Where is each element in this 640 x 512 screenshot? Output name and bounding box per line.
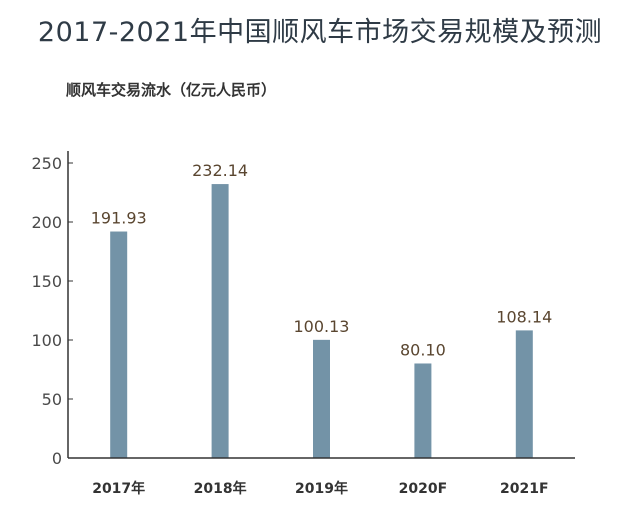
y-tick-label: 150	[31, 272, 62, 291]
bar-series	[110, 184, 533, 458]
y-tick-label: 200	[31, 213, 62, 232]
data-label: 108.14	[496, 307, 552, 326]
y-axis-ticks: 250 200 150 100 50 0	[31, 154, 73, 468]
bar	[515, 330, 533, 458]
bar	[211, 184, 229, 458]
y-tick-label: 250	[31, 154, 62, 173]
data-label: 232.14	[192, 161, 248, 180]
x-category-label: 2018年	[194, 480, 247, 497]
chart-title: 2017-2021年中国顺风车市场交易规模及预测	[37, 17, 603, 48]
bar	[313, 339, 330, 458]
data-label: 100.13	[294, 317, 350, 336]
x-axis-categories: 2017年 2018年 2019年 2020F 2021F	[92, 480, 548, 497]
chart-axes	[67, 151, 575, 459]
y-axis-unit-label: 顺风车交易流水（亿元人民币）	[66, 81, 277, 99]
x-category-label: 2019年	[295, 480, 348, 497]
bar	[414, 363, 432, 458]
data-label: 80.10	[400, 340, 446, 359]
y-tick-label: 50	[42, 390, 62, 409]
x-category-label: 2020F	[399, 481, 448, 497]
x-category-label: 2017年	[92, 480, 145, 497]
x-category-label: 2021F	[500, 481, 549, 497]
data-label: 191.93	[91, 209, 147, 228]
y-tick-label: 100	[31, 331, 62, 350]
bar	[110, 231, 128, 458]
data-labels: 191.93 232.14 100.13 80.10 108.14	[91, 161, 553, 359]
y-tick-label: 0	[52, 449, 62, 468]
